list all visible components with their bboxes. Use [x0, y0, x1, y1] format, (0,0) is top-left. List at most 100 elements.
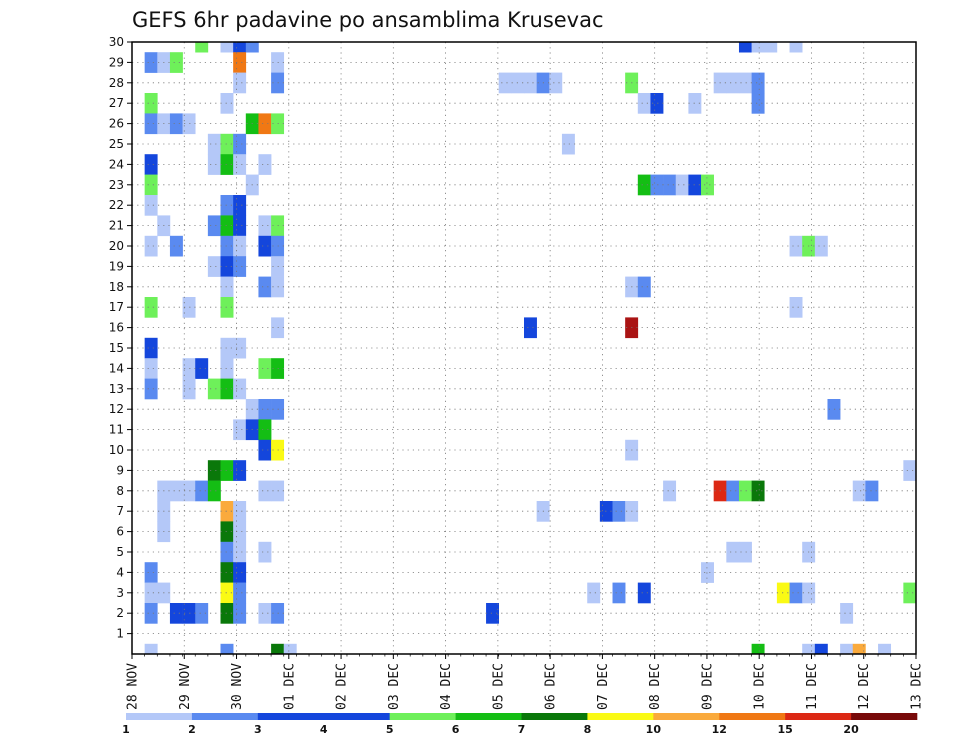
heatmap-cell [169, 52, 183, 73]
chart-title: GEFS 6hr padavine po ansamblima Krusevac [132, 8, 604, 32]
x-tick-label: 06 DEC [544, 663, 559, 710]
heatmap-cell [220, 195, 234, 216]
y-tick-label: 6 [116, 525, 124, 539]
y-tick-label: 19 [109, 259, 124, 273]
heatmap-cell [144, 174, 158, 196]
legend-label: 1 [122, 723, 130, 736]
x-tick-label: 01 DEC [282, 663, 297, 710]
heatmap-cell [258, 480, 272, 502]
heatmap-cell [233, 541, 247, 563]
heatmap-cell [182, 378, 196, 400]
y-tick-label: 15 [109, 341, 124, 355]
y-tick-label: 22 [109, 198, 124, 212]
heatmap-cell [195, 42, 209, 53]
heatmap-cell [637, 174, 651, 196]
heatmap-cell [233, 215, 247, 237]
legend-swatch [719, 713, 786, 720]
legend-swatch [389, 713, 456, 720]
heatmap-cell [220, 603, 234, 624]
heatmap-cell [233, 72, 247, 94]
legend-label: 12 [712, 723, 727, 736]
heatmap-cell [182, 297, 196, 318]
x-tick-label: 10 DEC [753, 663, 768, 710]
heatmap-cell [688, 93, 702, 114]
heatmap-cell [738, 480, 752, 502]
heatmap-cell [776, 582, 790, 604]
heatmap-cell [220, 521, 234, 543]
legend-label: 6 [452, 723, 460, 736]
heatmap-cell [144, 358, 158, 379]
heatmap-cell [207, 460, 221, 481]
x-tick-label: 12 DEC [857, 663, 872, 710]
heatmap-cell [233, 235, 247, 257]
heatmap-cell [220, 582, 234, 604]
heatmap-cell [233, 521, 247, 543]
heatmap-cell [738, 72, 752, 94]
heatmap-cell [258, 154, 272, 175]
heatmap-cell [144, 603, 158, 624]
heatmap-cell [271, 399, 285, 420]
heatmap-cell [233, 378, 247, 400]
heatmap-cell [738, 42, 752, 53]
heatmap-cell [220, 133, 234, 155]
heatmap-cell [637, 276, 651, 298]
heatmap-cell [789, 42, 803, 53]
heatmap-cell [637, 582, 651, 604]
legend-label: 7 [518, 723, 526, 736]
heatmap-cell [233, 154, 247, 175]
heatmap-cell [726, 72, 740, 94]
legend-swatch [191, 713, 259, 720]
heatmap-cell [220, 215, 234, 237]
x-tick-label: 11 DEC [805, 663, 820, 710]
heatmap-cell [258, 603, 272, 624]
heatmap-cell [233, 133, 247, 155]
y-tick-label: 25 [109, 137, 124, 151]
y-tick-label: 17 [109, 300, 124, 314]
heatmap-cell [207, 480, 221, 502]
heatmap-cell [233, 460, 247, 481]
legend-swatch [455, 713, 522, 720]
heatmap-cell [220, 541, 234, 563]
heatmap-cell [144, 52, 158, 73]
heatmap-cell [271, 52, 285, 73]
heatmap-cell [726, 480, 740, 502]
heatmap-cell [688, 174, 702, 196]
heatmap-cell [271, 72, 285, 94]
heatmap-cell [283, 643, 297, 655]
heatmap-cell [220, 154, 234, 175]
y-tick-label: 13 [109, 382, 124, 396]
heatmap-cell [220, 297, 234, 318]
heatmap-cell [751, 72, 765, 94]
heatmap-cell [271, 480, 285, 502]
heatmap-cell [233, 419, 247, 441]
legend-swatch [587, 713, 654, 720]
heatmap-cell [751, 643, 765, 655]
heatmap-cell [486, 603, 500, 624]
x-tick-label: 28 NOV [126, 663, 141, 710]
heatmap-cell [220, 358, 234, 379]
heatmap-cell [233, 582, 247, 604]
heatmap-cell [650, 93, 664, 114]
heatmap-cell [144, 195, 158, 216]
heatmap-cell [612, 582, 626, 604]
heatmap-cell [220, 562, 234, 583]
heatmap-cell [220, 42, 234, 53]
heatmap-cell [207, 256, 221, 277]
y-tick-label: 30 [109, 35, 124, 49]
heatmap-cell [182, 113, 196, 135]
heatmap-cell [701, 174, 714, 196]
x-tick-label: 03 DEC [387, 663, 402, 710]
heatmap-cell [751, 93, 765, 114]
heatmap-cell [587, 582, 601, 604]
heatmap-cell [258, 276, 272, 298]
heatmap-cell [840, 643, 854, 655]
heatmap-cell [220, 378, 234, 400]
y-tick-label: 21 [109, 219, 124, 233]
heatmap-cell [271, 113, 285, 135]
heatmap-cell [195, 480, 209, 502]
heatmap-cell [524, 317, 537, 339]
heatmap-cell [637, 93, 651, 114]
heatmap-cell [144, 562, 158, 583]
legend-label: 20 [843, 723, 859, 736]
